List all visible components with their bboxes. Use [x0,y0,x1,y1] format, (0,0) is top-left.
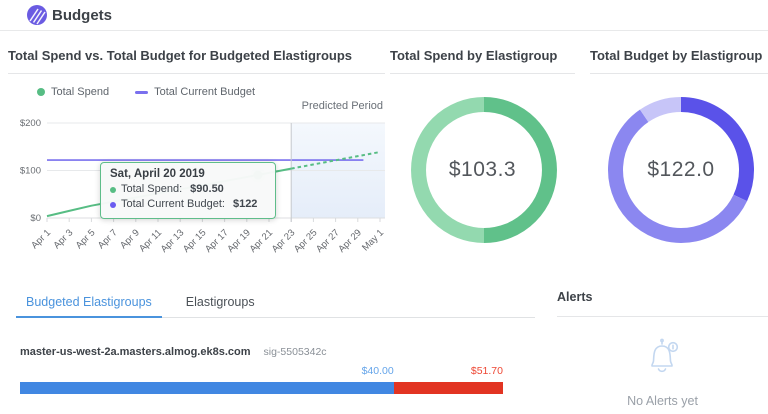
svg-text:Apr 19: Apr 19 [225,227,253,255]
legend-label: Total Spend [51,86,110,98]
budget-bar-total-label: $51.70 [470,365,503,377]
spend-donut[interactable] [390,82,575,254]
alerts-panel: Alerts No Alerts yet [557,288,768,408]
tooltip-row-spend: Total Spend: $90.50 [110,182,266,197]
alerts-empty-state: No Alerts yet [557,317,768,408]
svg-text:Apr 7: Apr 7 [96,227,120,251]
predicted-period-label: Predicted Period [301,100,383,112]
total-budget-title: Total Budget by Elastigroup [590,44,768,74]
alerts-title: Alerts [557,288,768,317]
chart-legend: Total Spend Total Current Budget [37,86,255,98]
svg-text:Apr 21: Apr 21 [248,227,276,255]
bottom-tabs: Budgeted Elastigroups Elastigroups [16,290,535,318]
elastigroup-name: master-us-west-2a.masters.almog.ek8s.com [20,346,251,358]
svg-text:May 1: May 1 [360,227,386,253]
legend-label: Total Current Budget [154,86,255,98]
page-title: Budgets [52,7,112,24]
legend-dot-icon [37,88,45,96]
svg-text:Apr 5: Apr 5 [74,227,98,251]
legend-item-total-current-budget[interactable]: Total Current Budget [135,86,255,98]
legend-item-total-spend[interactable]: Total Spend [37,86,109,98]
svg-text:Apr 15: Apr 15 [181,227,209,255]
bell-icon [650,338,678,373]
elastigroup-sig-id: sig-5505342c [263,346,327,358]
svg-text:Apr 29: Apr 29 [336,227,364,255]
spotinst-logo-icon [27,5,47,25]
total-budget-value: $122.0 [647,158,715,181]
elastigroup-row[interactable]: master-us-west-2a.masters.almog.ek8s.com… [20,346,503,394]
budget-bar-seg-over [393,382,503,394]
budget-bar-spend-label: $40.00 [361,365,394,377]
total-spend-donut-box: $103.3 [390,82,575,254]
legend-dash-icon [135,90,149,94]
tooltip-row-budget: Total Current Budget: $122 [110,197,266,212]
total-spend-title: Total Spend by Elastigroup [390,44,575,74]
chart-tooltip: Sat, April 20 2019 Total Spend: $90.50 T… [100,162,276,219]
svg-text:$100: $100 [20,166,41,177]
svg-text:Apr 17: Apr 17 [203,227,231,255]
svg-text:Apr 3: Apr 3 [51,227,75,251]
total-budget-panel: Total Budget by Elastigroup $122.0 [590,44,768,254]
tab-budgeted-elastigroups[interactable]: Budgeted Elastigroups [16,290,162,318]
tooltip-budget-bullet-icon [110,201,116,208]
budget-donut[interactable] [590,82,768,254]
total-spend-value: $103.3 [448,158,517,181]
no-alerts-text: No Alerts yet [627,394,698,408]
tab-elastigroups[interactable]: Elastigroups [185,295,255,309]
svg-text:Apr 27: Apr 27 [314,227,342,255]
tooltip-spend-bullet-icon [110,186,116,193]
tooltip-spend-value: $90.50 [190,183,224,195]
svg-text:Apr 23: Apr 23 [270,227,298,255]
svg-text:Apr 11: Apr 11 [137,227,164,254]
tooltip-budget-label: Total Current Budget: [121,198,225,210]
svg-text:Apr 25: Apr 25 [292,227,320,255]
budget-bar-seg-spend [20,382,394,394]
elastigroup-row-header: master-us-west-2a.masters.almog.ek8s.com… [20,346,503,358]
budget-bar-labels: $40.00 $51.70 [20,365,503,380]
tooltip-budget-value: $122 [232,198,258,210]
app-header: Budgets [0,0,768,31]
budget-progress-bar [20,382,503,394]
svg-text:Apr 1: Apr 1 [29,227,53,251]
spend-vs-budget-title: Total Spend vs. Total Budget for Budgete… [8,44,385,74]
svg-text:$0: $0 [30,213,41,224]
svg-text:$200: $200 [20,118,41,129]
total-spend-panel: Total Spend by Elastigroup $103.3 [390,44,575,254]
spend-vs-budget-panel: Total Spend vs. Total Budget for Budgete… [8,44,386,264]
svg-text:Apr 13: Apr 13 [159,227,187,255]
tooltip-spend-label: Total Spend: [121,183,183,195]
tooltip-date: Sat, April 20 2019 [110,168,205,180]
total-budget-donut-box: $122.0 [590,82,768,254]
